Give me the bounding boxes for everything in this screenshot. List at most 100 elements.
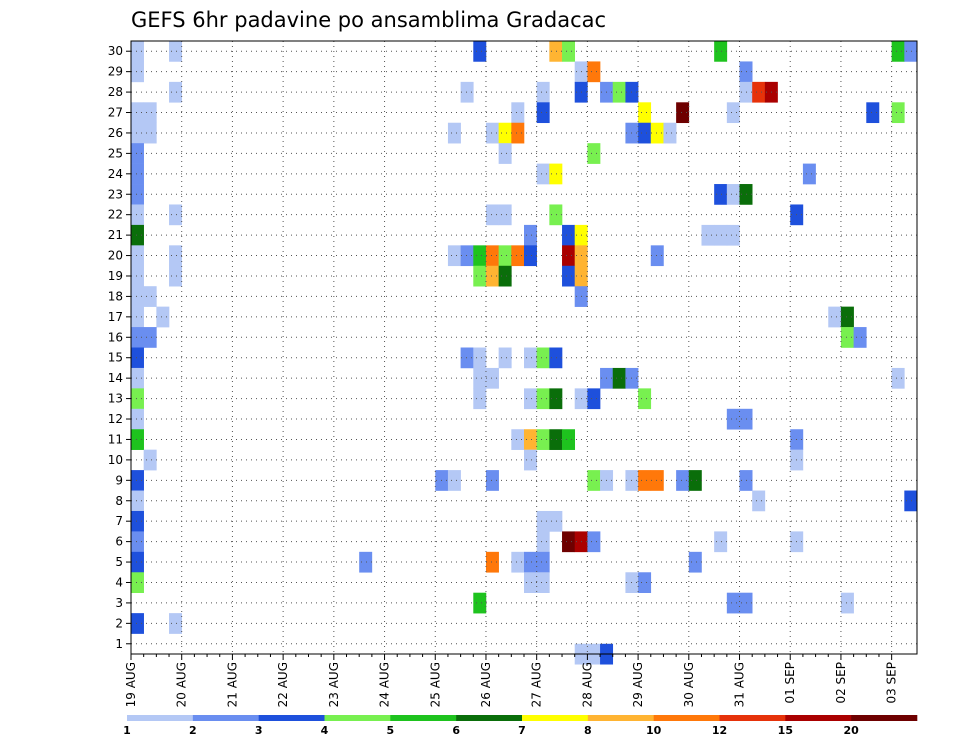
heatmap-cell <box>536 531 550 553</box>
heatmap-cell <box>562 531 576 553</box>
heatmap-cell <box>536 388 550 410</box>
heatmap-cell <box>650 470 664 491</box>
colorbar-label: 20 <box>844 724 860 737</box>
heatmap-cell <box>169 265 183 287</box>
heatmap-cell <box>131 572 144 593</box>
heatmap-cell <box>511 551 525 573</box>
y-tick-label: 24 <box>108 167 123 181</box>
heatmap-cell <box>460 245 474 267</box>
colorbar-label: 12 <box>712 724 727 737</box>
heatmap-cell <box>447 122 461 144</box>
heatmap-cell <box>524 388 537 410</box>
heatmap-cell <box>904 490 918 512</box>
heatmap-cell <box>840 592 854 614</box>
heatmap-cell <box>524 551 537 573</box>
heatmap-cell <box>485 204 499 226</box>
heatmap-cell <box>498 143 512 164</box>
heatmap-cell <box>131 531 144 553</box>
heatmap-cell <box>688 551 702 573</box>
x-tick-label: 25 AUG <box>428 662 442 707</box>
y-tick-label: 28 <box>108 85 123 99</box>
heatmap-cell <box>676 470 690 491</box>
heatmap-cell <box>587 470 601 491</box>
colorbar-label: 3 <box>255 724 263 737</box>
heatmap-cell <box>891 367 905 389</box>
y-tick-label: 7 <box>115 514 123 528</box>
heatmap-cell <box>714 224 728 246</box>
y-tick-label: 10 <box>108 453 123 467</box>
x-axis: 19 AUG 20 AUG 21 AUG 22 AUG 23 AUG 24 AUG 25 A… <box>124 654 899 707</box>
heatmap-cell <box>143 286 157 307</box>
heatmap-cell <box>891 102 905 124</box>
heatmap-cell <box>498 347 512 369</box>
heatmap-cell <box>840 306 854 328</box>
heatmap-cell <box>650 245 664 267</box>
heatmap-cell <box>131 490 144 512</box>
colorbar-swatch <box>324 715 391 721</box>
heatmap-cell <box>524 347 537 369</box>
heatmap-cell <box>676 102 690 124</box>
heatmap-cell <box>485 122 499 144</box>
heatmap-cell <box>638 388 652 410</box>
heatmap-cell <box>131 143 144 164</box>
heatmap-cell <box>131 163 144 185</box>
heatmap-cell <box>536 81 550 103</box>
y-tick-label: 6 <box>115 535 123 549</box>
heatmap-cell <box>131 367 144 389</box>
x-tick-label: 19 AUG <box>124 662 138 707</box>
heatmap-cell <box>536 163 550 185</box>
heatmap-cell <box>524 245 537 267</box>
heatmap-cell <box>169 81 183 103</box>
heatmap-cell <box>473 367 487 389</box>
heatmap-cell <box>891 41 905 62</box>
heatmap-cell <box>473 265 487 287</box>
heatmap-cell <box>131 613 144 634</box>
heatmap-cell <box>726 102 740 124</box>
colorbar-swatch <box>851 715 918 721</box>
heatmap-cell <box>143 327 157 348</box>
y-tick-label: 3 <box>115 596 123 610</box>
colorbar-swatch <box>587 715 654 721</box>
colorbar-label: 5 <box>387 724 395 737</box>
heatmap-cell <box>549 163 563 185</box>
heatmap-cell <box>485 551 499 573</box>
y-tick-label: 11 <box>108 432 123 446</box>
heatmap-cell <box>511 429 525 450</box>
heatmap-cell <box>650 122 664 144</box>
heatmap-cell <box>131 388 144 410</box>
heatmap-cell <box>143 449 157 471</box>
heatmap-cell <box>447 470 461 491</box>
heatmap-cell <box>536 347 550 369</box>
heatmap-cell <box>473 388 487 410</box>
heatmap-cell <box>511 122 525 144</box>
heatmap-cell <box>524 429 537 450</box>
heatmap-cell <box>536 551 550 573</box>
heatmap-cell <box>536 102 550 124</box>
y-tick-label: 27 <box>108 106 123 120</box>
heatmap-cell <box>485 367 499 389</box>
heatmap-cell <box>156 306 170 328</box>
heatmap-cell <box>473 347 487 369</box>
heatmap-cell <box>549 510 563 532</box>
heatmap-cell <box>473 592 487 614</box>
heatmap-cell <box>131 41 144 62</box>
heatmap-cell <box>143 122 157 144</box>
y-tick-label: 2 <box>115 616 123 630</box>
colorbar-swatch <box>785 715 852 721</box>
heatmap-cell <box>524 572 537 593</box>
heatmap-cell <box>840 327 854 348</box>
heatmap-cell <box>663 122 677 144</box>
y-tick-label: 12 <box>108 412 123 426</box>
heatmap-cell <box>447 245 461 267</box>
y-tick-label: 16 <box>108 330 123 344</box>
colorbar-label: 1 <box>123 724 131 737</box>
heatmap-cell <box>726 184 740 205</box>
y-tick-label: 25 <box>108 146 123 160</box>
heatmap-cell <box>460 347 474 369</box>
heatmap-cell <box>143 102 157 124</box>
colorbar-label: 6 <box>452 724 460 737</box>
heatmap-cell <box>714 531 728 553</box>
heatmap-cell <box>169 204 183 226</box>
heatmap-cell <box>511 245 525 267</box>
